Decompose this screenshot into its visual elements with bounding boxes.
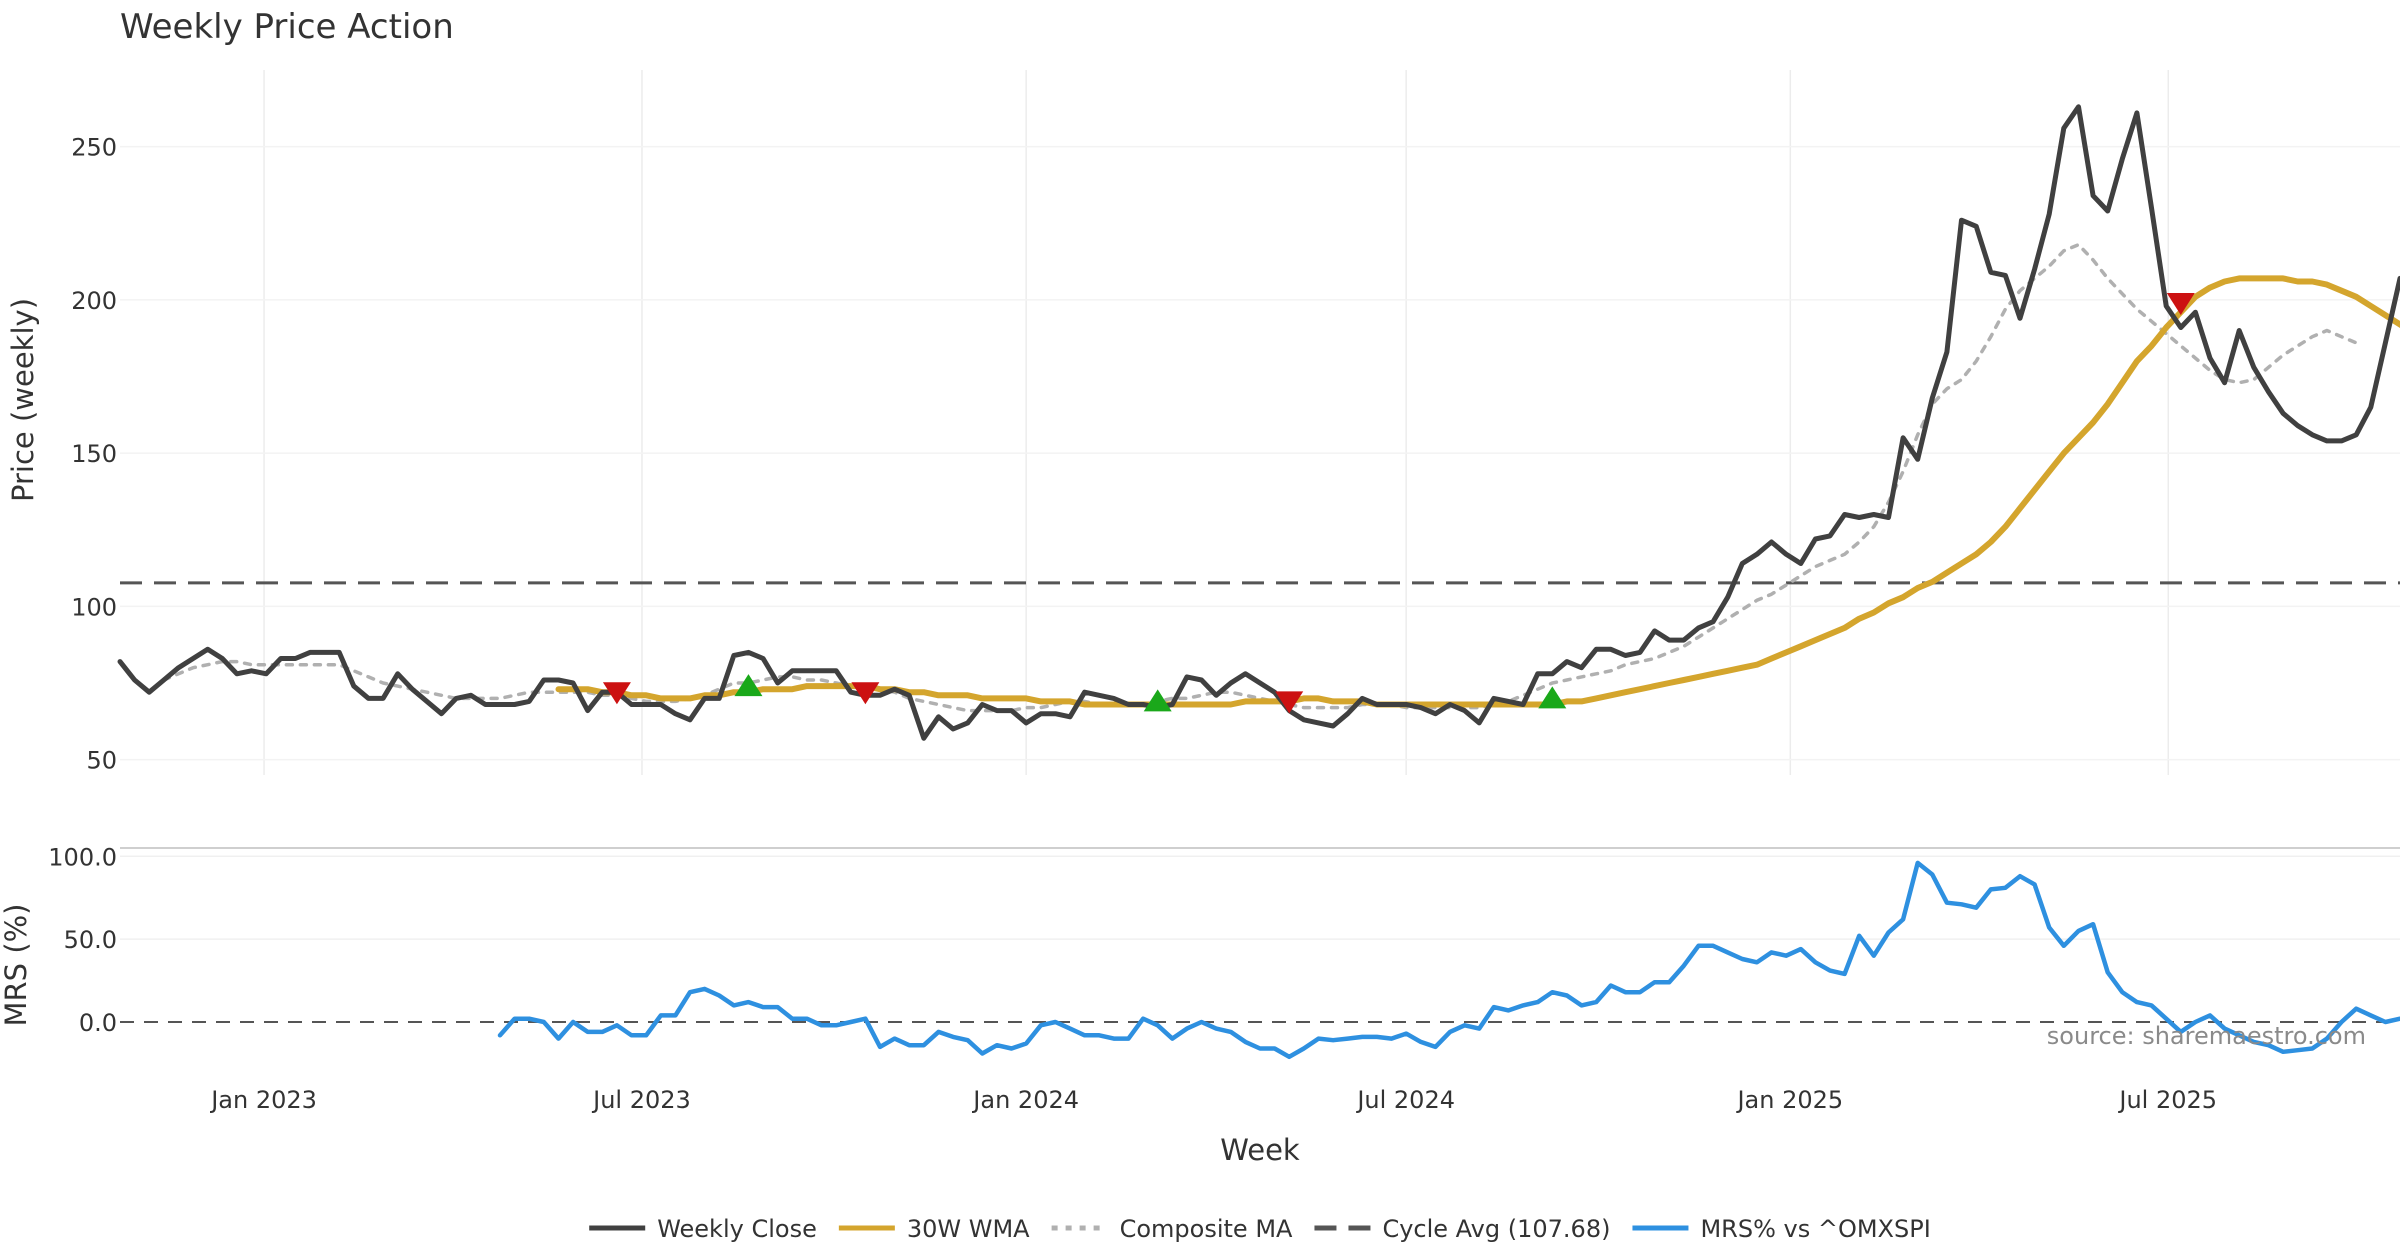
legend-label-weekly-close: Weekly Close <box>657 1215 817 1243</box>
x-tick-label: Jul 2023 <box>591 1086 691 1114</box>
x-tick-label: Jan 2023 <box>209 1086 317 1114</box>
legend-label-30w-wma: 30W WMA <box>907 1215 1030 1243</box>
sell-signal-marker <box>851 682 880 705</box>
mrs-panel: 0.0 50.0 100.0 MRS (%) source: sharemaestr… <box>0 843 2400 1060</box>
mrs-vs-omxspi-line <box>497 860 2400 1060</box>
legend-label-cycle-avg-107-68: Cycle Avg (107.68) <box>1382 1215 1610 1243</box>
sell-signal-marker <box>2166 292 2195 315</box>
mrs-y-tick-label: 0.0 <box>79 1009 117 1037</box>
buy-signal-marker <box>734 674 763 697</box>
price-gridlines <box>120 70 2400 775</box>
x-tick-label: Jul 2025 <box>2117 1086 2217 1114</box>
x-tick-label: Jan 2024 <box>971 1086 1079 1114</box>
x-axis-ticks: Jan 2023 Jul 2023 Jan 2024 Jul 2024 Jan 2025… <box>209 1086 2217 1114</box>
signal-markers <box>602 292 2195 714</box>
mrs-y-tick-label: 100.0 <box>48 843 117 871</box>
weekly-close-line <box>117 104 2400 741</box>
price-y-tick-label: 50 <box>86 747 117 775</box>
price-y-axis-title: Price (weekly) <box>6 298 40 502</box>
x-tick-label: Jan 2025 <box>1735 1086 1843 1114</box>
mrs-gridlines <box>120 855 2400 940</box>
legend-label-composite-ma: Composite MA <box>1120 1215 1293 1243</box>
price-y-tick-label: 250 <box>71 134 117 162</box>
x-tick-label: Jul 2024 <box>1355 1086 1455 1114</box>
price-series <box>117 104 2400 741</box>
mrs-series <box>497 860 2400 1060</box>
buy-signal-marker <box>1143 689 1172 712</box>
mrs-y-ticks: 0.0 50.0 100.0 <box>48 843 117 1037</box>
price-y-tick-label: 200 <box>71 287 117 315</box>
price-y-ticks: 50 100 150 200 250 <box>71 134 117 775</box>
composite-ma-line <box>162 242 2358 713</box>
mrs-y-tick-label: 50.0 <box>64 926 117 954</box>
buy-signal-marker <box>1538 686 1567 709</box>
chart-title: Weekly Price Action <box>120 7 454 47</box>
price-panel: 50 100 150 200 250 Price (weekly) <box>6 70 2400 775</box>
price-y-tick-label: 100 <box>71 593 117 621</box>
30w-wma-line <box>555 275 2400 708</box>
source-note: source: sharemaestro.com <box>2047 1022 2366 1050</box>
mrs-y-axis-title: MRS (%) <box>0 904 33 1027</box>
sell-signal-marker <box>602 682 631 705</box>
legend-label-mrs-vs-omxspi: MRS% vs ^OMXSPI <box>1700 1215 1930 1243</box>
legend: Weekly Close 30W WMA Composite MA Cycle Avg… <box>589 1215 1931 1243</box>
sell-signal-marker <box>1275 691 1304 714</box>
x-axis-title: Week <box>1220 1133 1300 1167</box>
price-y-tick-label: 150 <box>71 440 117 468</box>
